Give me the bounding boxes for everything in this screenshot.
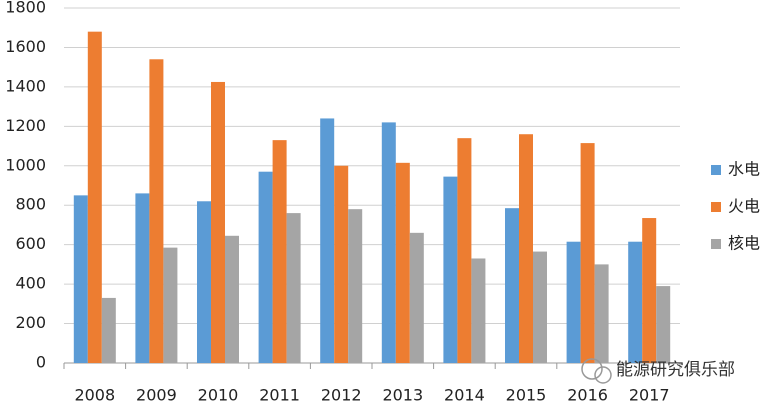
bar [381,122,396,363]
bar [409,232,424,363]
bar [471,258,486,363]
watermark-text: 能源研究俱乐部 [616,360,735,380]
bar [272,140,287,363]
legend-swatch [711,202,721,212]
bar [135,193,150,363]
bar [87,31,102,364]
legend-swatch [711,165,721,175]
x-tick-label: 2016 [567,386,608,403]
watermark-icon [581,358,603,380]
bar [101,297,116,363]
bar [320,118,335,363]
y-tick-label: 1200 [5,116,46,135]
bar [519,134,533,363]
watermark: 能源研究俱乐部 [581,358,735,384]
bar [656,286,671,363]
bar [334,165,349,363]
y-tick-label: 1800 [5,0,46,17]
y-tick-label: 1400 [5,76,46,95]
y-tick-label: 800 [15,195,46,214]
x-tick-label: 2011 [259,386,300,403]
x-tick-label: 2014 [444,386,485,403]
bar [457,138,472,363]
x-tick-label: 2013 [382,386,423,403]
bar [211,81,225,363]
bar [395,162,410,363]
legend-label: 核电 [728,234,760,253]
y-tick-label: 1600 [5,37,46,56]
legend-label: 火电 [728,197,760,216]
x-tick-label: 2012 [321,386,362,403]
bar [505,208,519,363]
y-tick-label: 1000 [5,155,46,174]
bar [443,176,458,363]
y-tick-label: 0 [36,353,46,372]
bar [225,235,239,363]
x-tick-label: 2008 [74,386,115,403]
bar [533,251,547,363]
bar [642,218,657,363]
legend-label: 水电 [728,160,760,179]
plot: 0 200 400 600 800 1000 1200 1400 1600 1800 2008 200… [5,0,760,403]
bar [258,171,273,363]
x-tick-label: 2009 [136,386,177,403]
bar [163,247,178,363]
y-tick-label: 400 [15,274,46,293]
watermark-icon [594,366,612,384]
y-tick-label: 600 [15,234,46,253]
x-tick-label: 2017 [629,386,670,403]
bar [197,201,211,363]
x-tick-label: 2010 [198,386,239,403]
legend-swatch [711,239,721,249]
y-tick-label: 200 [15,313,46,332]
bar [594,264,609,363]
bar [286,213,301,363]
bar [628,241,643,363]
bar [73,195,88,363]
bar [580,143,595,363]
bar [149,59,164,364]
bar [348,209,363,363]
bar [566,241,581,363]
x-tick-label: 2015 [506,386,547,403]
